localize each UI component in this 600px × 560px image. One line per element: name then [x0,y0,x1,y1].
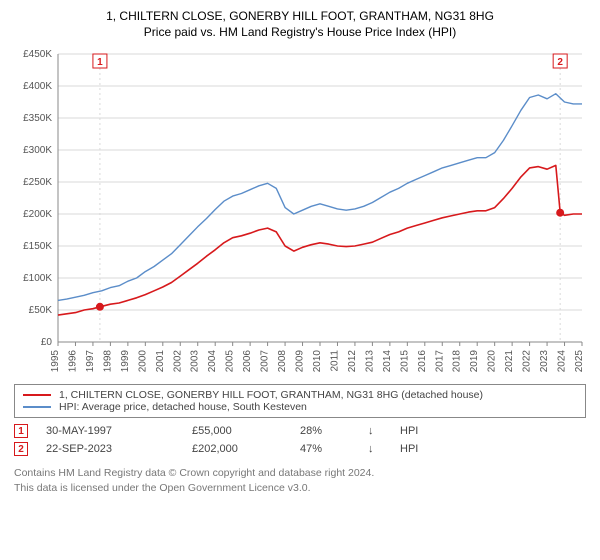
svg-text:2003: 2003 [190,350,201,373]
svg-text:2017: 2017 [434,350,445,373]
svg-text:1997: 1997 [85,350,96,373]
svg-text:2012: 2012 [347,350,358,373]
title-line2: Price paid vs. HM Land Registry's House … [10,24,590,40]
svg-text:2020: 2020 [487,350,498,373]
chart-svg: £0 £50K £100K £150K £200K £250K £300K £350K £400… [10,46,590,376]
title-line1: 1, CHILTERN CLOSE, GONERBY HILL FOOT, GR… [10,8,590,24]
svg-text:1995: 1995 [50,350,61,373]
svg-text:1996: 1996 [67,350,78,373]
legend-swatch [23,394,51,396]
svg-text:2018: 2018 [452,350,463,373]
svg-text:1: 1 [97,57,103,68]
svg-text:2019: 2019 [469,350,480,373]
svg-text:£50K: £50K [29,305,53,316]
transaction-price: £55,000 [192,425,282,437]
svg-text:2015: 2015 [399,350,410,373]
svg-text:2000: 2000 [137,350,148,373]
svg-text:2008: 2008 [277,350,288,373]
svg-text:£0: £0 [41,337,53,348]
svg-text:£250K: £250K [23,177,52,188]
legend-item: 1, CHILTERN CLOSE, GONERBY HILL FOOT, GR… [23,389,577,401]
svg-text:2024: 2024 [557,350,568,373]
transaction-date: 22-SEP-2023 [46,443,174,455]
svg-text:2014: 2014 [382,350,393,373]
transaction-pct: 28% [300,425,350,437]
svg-text:2: 2 [557,57,563,68]
svg-text:£400K: £400K [23,81,52,92]
transaction-marker: 2 [14,442,28,456]
svg-text:2006: 2006 [242,350,253,373]
svg-text:2005: 2005 [225,350,236,373]
svg-text:£100K: £100K [23,273,52,284]
svg-text:2023: 2023 [539,350,550,373]
transaction-price: £202,000 [192,443,282,455]
transaction-suffix: HPI [400,425,418,437]
svg-text:2007: 2007 [260,350,271,373]
footer-line1: Contains HM Land Registry data © Crown c… [14,466,586,480]
chart-title: 1, CHILTERN CLOSE, GONERBY HILL FOOT, GR… [10,8,590,40]
svg-text:1998: 1998 [102,350,113,373]
transaction-pct: 47% [300,443,350,455]
footer-line2: This data is licensed under the Open Gov… [14,481,586,495]
transaction-suffix: HPI [400,443,418,455]
svg-text:£300K: £300K [23,145,52,156]
down-arrow-icon: ↓ [368,425,382,437]
down-arrow-icon: ↓ [368,443,382,455]
footer-attribution: Contains HM Land Registry data © Crown c… [10,460,590,494]
svg-text:2010: 2010 [312,350,323,373]
transaction-row: 2 22-SEP-2023 £202,000 47% ↓ HPI [14,442,586,456]
chart: £0 £50K £100K £150K £200K £250K £300K £350K £400… [10,46,590,376]
svg-text:2016: 2016 [417,350,428,373]
transaction-row: 1 30-MAY-1997 £55,000 28% ↓ HPI [14,424,586,438]
transactions-table: 1 30-MAY-1997 £55,000 28% ↓ HPI 2 22-SEP-2023 £2… [10,424,590,456]
svg-text:2013: 2013 [364,350,375,373]
svg-text:£150K: £150K [23,241,52,252]
svg-text:£450K: £450K [23,49,52,60]
svg-text:2025: 2025 [574,350,585,373]
svg-text:2021: 2021 [504,350,515,373]
svg-text:2022: 2022 [522,350,533,373]
svg-text:1999: 1999 [120,350,131,373]
legend-label: 1, CHILTERN CLOSE, GONERBY HILL FOOT, GR… [59,389,483,401]
svg-text:2011: 2011 [329,350,340,372]
svg-text:2004: 2004 [207,350,218,373]
legend: 1, CHILTERN CLOSE, GONERBY HILL FOOT, GR… [14,384,586,418]
svg-text:£350K: £350K [23,113,52,124]
svg-text:2009: 2009 [295,350,306,373]
transaction-date: 30-MAY-1997 [46,425,174,437]
svg-text:2001: 2001 [155,350,166,373]
legend-item: HPI: Average price, detached house, Sout… [23,401,577,413]
legend-label: HPI: Average price, detached house, Sout… [59,401,307,413]
transaction-marker: 1 [14,424,28,438]
svg-text:£200K: £200K [23,209,52,220]
legend-swatch [23,406,51,408]
svg-text:2002: 2002 [172,350,183,373]
